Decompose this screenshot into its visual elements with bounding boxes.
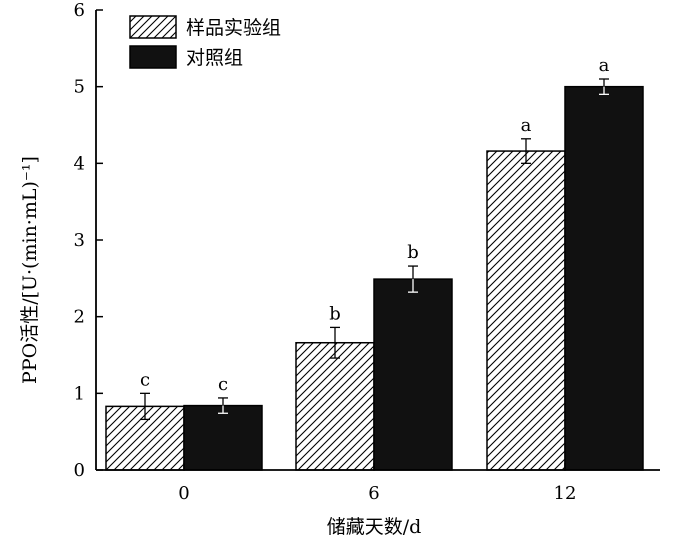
y-axis: 0 1 2 3 4 5 6 — [74, 0, 103, 481]
x-axis-title: 储藏天数/d — [327, 516, 422, 538]
x-tick-label: 6 — [368, 483, 379, 504]
bar-control — [373, 278, 453, 471]
legend-swatch-experiment — [129, 15, 177, 39]
x-tick-label: 12 — [554, 483, 577, 504]
significance-label: c — [140, 369, 150, 390]
y-tick-label: 5 — [74, 77, 85, 98]
significance-label: b — [329, 303, 341, 324]
y-tick-label: 1 — [74, 383, 85, 404]
legend-label-experiment: 样品实验组 — [186, 17, 281, 39]
significance-label: a — [599, 55, 610, 76]
y-tick-label: 4 — [74, 153, 85, 174]
significance-label: c — [218, 374, 228, 395]
y-tick-label: 0 — [74, 460, 85, 481]
bar-control — [183, 404, 263, 471]
x-axis: 0 6 12 — [96, 463, 660, 504]
x-tick-label: 0 — [178, 483, 189, 504]
y-tick-label: 3 — [74, 230, 85, 251]
significance-label: a — [521, 115, 532, 136]
plot-area: c b a c b a — [105, 55, 644, 471]
y-axis-title: PPO活性/[U·(min·mL)⁻¹] — [19, 156, 41, 384]
legend: 样品实验组 对照组 — [129, 15, 281, 69]
bar-control — [564, 85, 644, 471]
legend-swatch-control — [129, 45, 177, 69]
significance-label: b — [407, 242, 419, 263]
legend-label-control: 对照组 — [186, 47, 243, 69]
bar-experiment — [486, 150, 566, 471]
y-tick-label: 6 — [74, 0, 85, 21]
bar-experiment — [295, 341, 375, 471]
y-tick-label: 2 — [74, 307, 85, 328]
